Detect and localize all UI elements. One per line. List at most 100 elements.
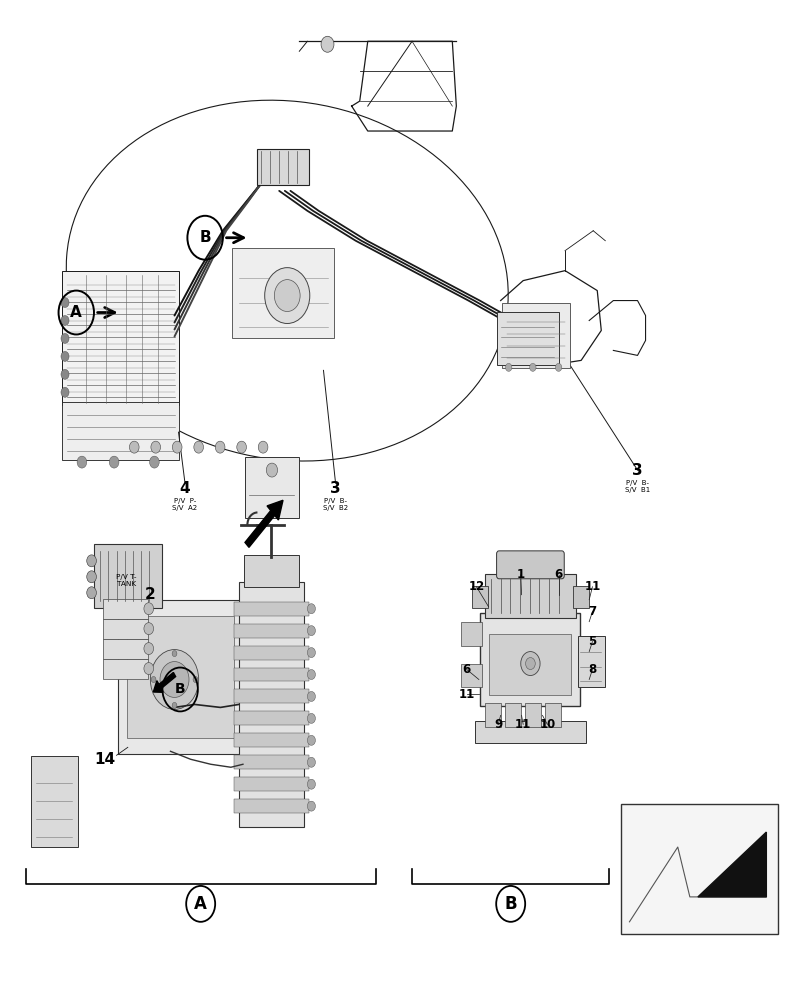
- Circle shape: [150, 650, 199, 709]
- Polygon shape: [118, 600, 243, 754]
- Circle shape: [259, 441, 268, 453]
- Circle shape: [144, 663, 154, 675]
- Text: B: B: [200, 230, 211, 245]
- Circle shape: [144, 643, 154, 655]
- Circle shape: [529, 363, 536, 371]
- Circle shape: [267, 463, 278, 477]
- Circle shape: [86, 571, 96, 583]
- FancyBboxPatch shape: [61, 402, 179, 460]
- Circle shape: [307, 757, 315, 767]
- FancyBboxPatch shape: [234, 755, 309, 769]
- FancyBboxPatch shape: [490, 634, 571, 695]
- Circle shape: [61, 351, 69, 361]
- Text: 11: 11: [584, 580, 600, 593]
- FancyBboxPatch shape: [258, 149, 309, 185]
- Circle shape: [86, 587, 96, 599]
- Circle shape: [61, 387, 69, 397]
- FancyArrow shape: [154, 672, 175, 692]
- FancyBboxPatch shape: [234, 602, 309, 616]
- FancyBboxPatch shape: [481, 613, 580, 706]
- Circle shape: [144, 623, 154, 635]
- Circle shape: [321, 36, 334, 52]
- Text: 7: 7: [588, 605, 596, 618]
- FancyBboxPatch shape: [234, 646, 309, 660]
- Text: S/V  B2: S/V B2: [323, 505, 348, 511]
- Circle shape: [275, 280, 300, 312]
- Text: 6: 6: [554, 568, 562, 581]
- FancyBboxPatch shape: [497, 312, 559, 365]
- FancyBboxPatch shape: [234, 799, 309, 813]
- FancyBboxPatch shape: [94, 544, 162, 608]
- Circle shape: [307, 691, 315, 701]
- Circle shape: [521, 652, 540, 676]
- Text: 12: 12: [469, 580, 485, 593]
- FancyBboxPatch shape: [233, 248, 334, 338]
- Circle shape: [506, 363, 512, 371]
- FancyBboxPatch shape: [621, 804, 778, 934]
- FancyBboxPatch shape: [545, 703, 561, 727]
- Circle shape: [307, 735, 315, 745]
- Text: A: A: [194, 895, 207, 913]
- FancyArrow shape: [245, 500, 283, 547]
- Circle shape: [307, 648, 315, 658]
- Circle shape: [77, 456, 86, 468]
- FancyBboxPatch shape: [497, 551, 564, 579]
- Circle shape: [307, 670, 315, 680]
- FancyBboxPatch shape: [475, 721, 586, 743]
- Circle shape: [525, 658, 535, 670]
- Text: 1: 1: [516, 568, 525, 581]
- Circle shape: [265, 268, 309, 323]
- Circle shape: [172, 441, 182, 453]
- FancyBboxPatch shape: [103, 639, 148, 659]
- FancyBboxPatch shape: [127, 616, 234, 738]
- Circle shape: [237, 441, 246, 453]
- FancyBboxPatch shape: [244, 555, 299, 587]
- Text: 11: 11: [515, 718, 532, 731]
- Text: 11: 11: [459, 688, 475, 701]
- Text: S/V  A2: S/V A2: [172, 505, 197, 511]
- Text: 10: 10: [539, 718, 555, 731]
- Text: 5: 5: [588, 635, 596, 648]
- Text: P/V  B-: P/V B-: [626, 480, 649, 486]
- FancyBboxPatch shape: [573, 586, 589, 608]
- Circle shape: [61, 298, 69, 308]
- Circle shape: [193, 677, 198, 682]
- FancyBboxPatch shape: [485, 703, 501, 727]
- Text: A: A: [70, 305, 82, 320]
- FancyBboxPatch shape: [103, 659, 148, 679]
- Circle shape: [151, 677, 156, 682]
- FancyBboxPatch shape: [234, 733, 309, 747]
- Text: P/V  B-: P/V B-: [324, 498, 347, 504]
- Circle shape: [307, 604, 315, 614]
- FancyBboxPatch shape: [234, 777, 309, 791]
- Text: 8: 8: [588, 663, 596, 676]
- Circle shape: [555, 363, 562, 371]
- Circle shape: [149, 456, 159, 468]
- Text: 14: 14: [94, 752, 115, 767]
- Circle shape: [61, 316, 69, 325]
- Text: 6: 6: [463, 663, 471, 676]
- Circle shape: [307, 626, 315, 636]
- Text: P/V  P-: P/V P-: [174, 498, 196, 504]
- FancyBboxPatch shape: [472, 586, 488, 608]
- FancyBboxPatch shape: [503, 303, 570, 368]
- FancyBboxPatch shape: [234, 624, 309, 638]
- Polygon shape: [698, 832, 766, 897]
- Circle shape: [129, 441, 139, 453]
- Text: 3: 3: [330, 481, 341, 496]
- Circle shape: [307, 801, 315, 811]
- Text: B: B: [504, 895, 517, 913]
- Circle shape: [172, 702, 177, 708]
- Circle shape: [172, 651, 177, 657]
- Circle shape: [86, 555, 96, 567]
- Circle shape: [61, 333, 69, 343]
- FancyBboxPatch shape: [461, 622, 482, 646]
- Text: 3: 3: [632, 463, 643, 478]
- FancyBboxPatch shape: [234, 668, 309, 681]
- Circle shape: [151, 441, 161, 453]
- Circle shape: [194, 441, 204, 453]
- FancyBboxPatch shape: [578, 636, 605, 687]
- Circle shape: [61, 369, 69, 379]
- Text: S/V  B1: S/V B1: [625, 487, 650, 493]
- FancyBboxPatch shape: [103, 619, 148, 639]
